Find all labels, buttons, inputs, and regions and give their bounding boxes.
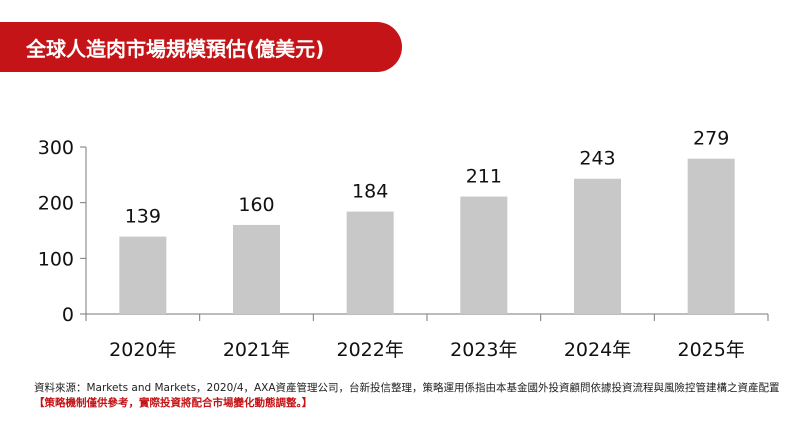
disclaimer-note: 【策略機制僅供參考，實際投資將配合市場變化動態調整。】 <box>34 397 313 409</box>
bar <box>574 178 621 314</box>
y-tick-label: 0 <box>62 304 74 326</box>
data-label: 160 <box>238 194 274 216</box>
data-label: 139 <box>125 206 161 228</box>
y-tick-label: 300 <box>38 137 74 159</box>
data-label: 211 <box>466 166 502 188</box>
source-note: 資料來源：Markets and Markets，2020/4，AXA資產管理公… <box>34 382 780 394</box>
x-tick-label: 2020年 <box>109 339 176 361</box>
y-tick-label: 200 <box>38 193 74 215</box>
bar <box>460 196 508 314</box>
chart-title: 全球人造肉市場規模預估(億美元) <box>26 37 325 61</box>
x-tick-label: 2023年 <box>450 339 517 361</box>
data-label: 243 <box>579 148 615 170</box>
x-tick-label: 2025年 <box>677 339 744 361</box>
y-tick-label: 100 <box>38 248 74 270</box>
footnote: 資料來源：Markets and Markets，2020/4，AXA資產管理公… <box>34 381 794 411</box>
bar <box>346 211 394 314</box>
bar <box>687 158 735 314</box>
bar <box>233 224 280 314</box>
bar <box>119 236 167 314</box>
bar-chart: 0 100 200 300 139 2020年 160 2021年 184 2022年 211 202… <box>38 128 769 361</box>
data-label: 184 <box>352 181 388 203</box>
title-banner: 全球人造肉市場規模預估(億美元) <box>0 22 402 72</box>
x-tick-label: 2024年 <box>564 339 631 361</box>
data-label: 279 <box>693 128 729 150</box>
x-tick-label: 2021年 <box>223 339 290 361</box>
x-tick-label: 2022年 <box>336 339 403 361</box>
